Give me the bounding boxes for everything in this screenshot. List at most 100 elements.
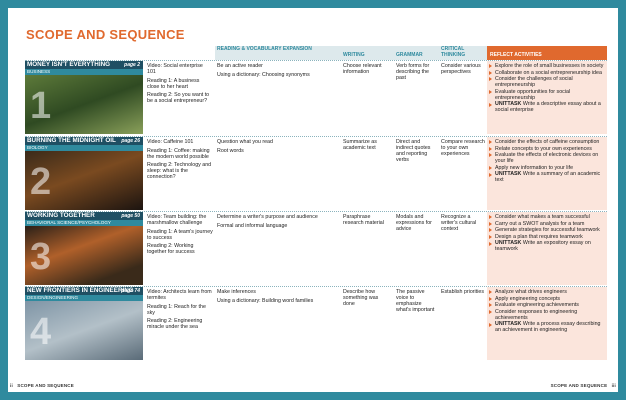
- reading-skill: Root words: [217, 147, 244, 154]
- unit-task: UNITTASK Write a process essay describin…: [489, 321, 605, 333]
- reading-title: Reading 1: Reach for the sky: [147, 303, 206, 316]
- video-readings: Video: Architects learn from termites Rea…: [147, 289, 213, 333]
- reading-skill: Make inferences: [217, 289, 256, 295]
- reflect-cell: [487, 61, 607, 134]
- reflect-list: Consider the effects of caffeine consump…: [489, 139, 605, 184]
- unit-subject: BUSINESS: [25, 69, 143, 75]
- reading-title: Video: Social enterprise 101: [147, 63, 203, 75]
- reflect-activity: Evaluate the effects of electronic devic…: [489, 152, 605, 164]
- reflect-activity: Carry out a SWOT analysis for a team: [489, 221, 605, 227]
- unit-subject: BIOLOGY: [25, 145, 143, 151]
- unit-number: 2: [30, 161, 52, 203]
- reading-title: Video: Caffeine 101: [147, 139, 194, 145]
- reflect-list: Explore the role of small businesses in …: [489, 63, 605, 114]
- unit-page: page 50: [121, 213, 140, 219]
- unit-title-bar: MONEY ISN'T EVERYTHING page 2: [25, 61, 143, 69]
- unit-number: 3: [30, 236, 52, 278]
- reading-title: Video: Architects learn from termites: [147, 289, 212, 301]
- unit-image: 1: [25, 75, 143, 134]
- footer-right: SCOPE AND SEQUENCE iii: [551, 383, 616, 388]
- reading-skill: Using a dictionary: Choosing synonyms: [217, 71, 310, 78]
- unit-image: 4: [25, 301, 143, 360]
- reading-skills: Make inferences Using a dictionary: Build…: [217, 289, 337, 306]
- reading-skills: Be an active reader Using a dictionary: C…: [217, 63, 337, 80]
- reflect-activity: Generate strategies for successful teamw…: [489, 227, 605, 233]
- reading-skill: Be an active reader: [217, 63, 263, 69]
- unit-subject: DESIGN/ENGINEERING: [25, 295, 143, 301]
- reflect-activity: Apply engineering concepts: [489, 296, 605, 302]
- writing-skill: Describe how something was done: [343, 289, 379, 307]
- reading-title: Reading 1: Coffee: making the modern wor…: [147, 147, 210, 160]
- task-label: UNITTASK: [495, 171, 522, 178]
- reflect-activity: Apply new information to your life: [489, 165, 605, 171]
- reflect-activity: Evaluate engineering achievements: [489, 302, 605, 308]
- row-divider: [25, 136, 607, 137]
- task-text: Write a process essay describing an achi…: [495, 321, 601, 334]
- grammar-point: Direct and indirect quotes and reporting…: [396, 139, 431, 163]
- row-divider: [25, 286, 607, 287]
- reflect-activity: Consider what makes a team successful: [489, 214, 605, 220]
- unit-page: page 26: [121, 138, 140, 144]
- row-divider: [25, 60, 607, 61]
- unit-task: UNITTASK Write an expository essay on te…: [489, 240, 605, 252]
- reflect-activity: Relate concepts to your own experiences: [489, 146, 605, 152]
- reflect-activity: Explore the role of small businesses in …: [489, 63, 605, 69]
- reading-skill: Determine a writer's purpose and audienc…: [217, 214, 318, 220]
- reading-skill: Using a dictionary: Building word famili…: [217, 297, 314, 304]
- unit-image: 2: [25, 151, 143, 210]
- grammar-point: Verb forms for describing the past: [396, 63, 430, 81]
- grammar-point: Modals and expressions for advice: [396, 214, 432, 232]
- unit-title: BURNING THE MIDNIGHT OIL: [27, 137, 116, 144]
- video-readings: Video: Social enterprise 101 Reading 1: A…: [147, 63, 213, 107]
- critical-thinking: Establish priorities: [441, 289, 484, 295]
- reading-title: Reading 2: Technology and sleep: what is…: [147, 162, 212, 181]
- unit-subject: BEHAVIORAL SCIENCE/PSYCHOLOGY: [25, 220, 143, 226]
- reflect-activity: Consider the effects of caffeine consump…: [489, 139, 605, 145]
- reading-title: Reading 2: So you want to be a social en…: [147, 92, 210, 105]
- reflect-list: Analyze what drives engineers Apply engin…: [489, 289, 605, 334]
- column-header: GRAMMAR: [396, 52, 423, 58]
- task-label: UNITTASK: [495, 101, 522, 108]
- unit-page: page 74: [121, 288, 140, 294]
- unit-number: 1: [30, 85, 52, 127]
- reading-title: Reading 1: A team's journey to success: [147, 228, 213, 241]
- unit-title: NEW FRONTIERS IN ENGINEERING: [27, 287, 134, 294]
- critical-thinking: Compare research to your own experiences: [441, 139, 485, 157]
- column-header: WRITING: [343, 52, 365, 58]
- column-header: REFLECT ACTIVITIES: [490, 52, 542, 58]
- reading-skills: Determine a writer's purpose and audienc…: [217, 214, 337, 231]
- task-text: Write a descriptive essay about a social…: [495, 101, 601, 114]
- unit-image: 3: [25, 226, 143, 285]
- reading-title: Video: Team building: the marshmallow ch…: [147, 214, 207, 226]
- page-title: SCOPE AND SEQUENCE: [26, 27, 185, 42]
- grammar-point: The passive voice to emphasize what's im…: [396, 289, 435, 313]
- reflect-cell: [487, 212, 607, 285]
- unit-title: WORKING TOGETHER: [27, 212, 95, 219]
- unit-page: page 2: [124, 62, 140, 68]
- unit-title: MONEY ISN'T EVERYTHING: [27, 61, 111, 68]
- unit-task: UNITTASK Write a summary of an academic …: [489, 171, 605, 183]
- unit-title-bar: WORKING TOGETHER page 50: [25, 212, 143, 220]
- reflect-activity: Analyze what drives engineers: [489, 289, 605, 295]
- critical-thinking: Recognize a writer's cultural context: [441, 214, 477, 232]
- task-text: Write an expository essay on teamwork: [495, 240, 591, 253]
- unit-title-bar: BURNING THE MIDNIGHT OIL page 26: [25, 137, 143, 145]
- reading-skills: Question what you read Root words: [217, 139, 337, 156]
- unit-task: UNITTASK Write a descriptive essay about…: [489, 101, 605, 113]
- reflect-activity: Consider the challenges of social entrep…: [489, 76, 605, 88]
- writing-skill: Summarize as academic text: [343, 139, 377, 151]
- unit-title-bar: NEW FRONTIERS IN ENGINEERING page 74: [25, 287, 143, 295]
- video-readings: Video: Caffeine 101 Reading 1: Coffee: ma…: [147, 139, 213, 183]
- critical-thinking: Consider various perspectives: [441, 63, 481, 75]
- reading-title: Reading 2: Engineering miracle under the…: [147, 318, 203, 331]
- footer-text: SCOPE AND SEQUENCE: [550, 383, 608, 388]
- reflect-activity: Collaborate on a social entrepreneurship…: [489, 70, 605, 76]
- page-number: iii: [611, 383, 616, 388]
- writing-skill: Paraphrase research material: [343, 214, 384, 226]
- column-header: CRITICAL THINKING: [441, 46, 466, 58]
- task-text: Write a summary of an academic text: [495, 171, 601, 184]
- unit-number: 4: [30, 311, 52, 353]
- reading-skill: Formal and informal language: [217, 222, 288, 229]
- reflect-activity: Design a plan that requires teamwork: [489, 234, 605, 240]
